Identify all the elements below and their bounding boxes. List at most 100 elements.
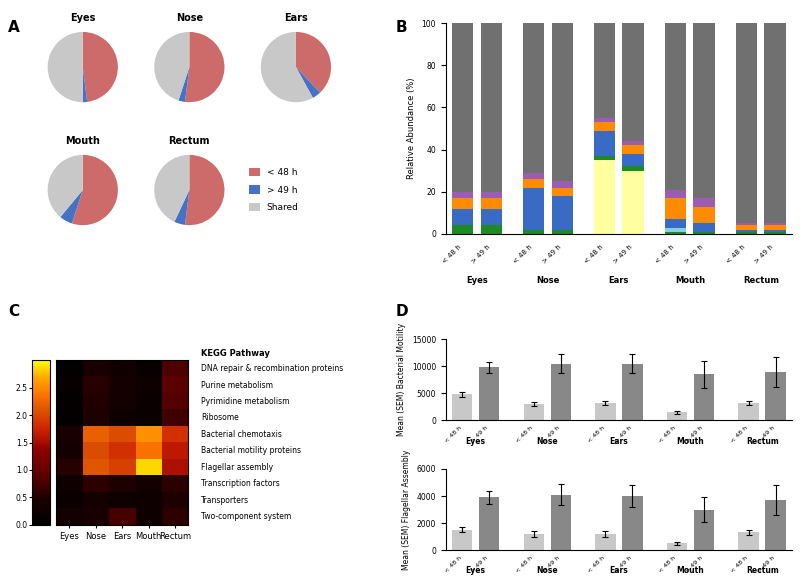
Bar [667,412,687,420]
Bar [736,232,758,234]
Bar [665,23,686,190]
Wedge shape [154,32,190,101]
Bar [452,225,474,234]
Text: Nose: Nose [536,276,560,285]
Text: Ears: Ears [610,566,628,576]
Bar [452,530,473,550]
Text: Pyrimidine metabolism: Pyrimidine metabolism [202,397,290,406]
Bar [665,219,686,228]
Bar [452,192,474,198]
Bar [550,494,571,550]
Wedge shape [174,190,190,225]
Bar [622,23,644,141]
Bar [523,179,545,188]
Text: KEGG Pathway: KEGG Pathway [202,349,270,358]
Bar [766,500,786,550]
Text: Nose: Nose [537,566,558,576]
Bar [622,167,644,171]
Wedge shape [296,32,331,93]
Bar [551,181,573,188]
Bar [694,223,714,232]
Bar [665,198,686,219]
Bar [764,223,786,225]
Wedge shape [261,32,313,102]
Text: Rectum: Rectum [746,437,778,446]
Bar [551,188,573,196]
Title: Ears: Ears [284,13,308,23]
Wedge shape [296,67,320,98]
Bar [551,230,573,234]
Wedge shape [60,190,82,223]
Wedge shape [154,155,190,222]
Text: Transporters: Transporters [202,496,250,505]
Title: Eyes: Eyes [70,13,95,23]
Bar [667,543,687,550]
Text: Bacterial motility proteins: Bacterial motility proteins [202,446,302,455]
Bar [452,394,473,420]
Text: B: B [396,20,408,35]
Wedge shape [72,155,118,225]
Text: Bacterial chemotaxis: Bacterial chemotaxis [202,430,282,439]
Bar [481,208,502,225]
Bar [595,403,616,420]
Bar [551,23,573,181]
Wedge shape [185,32,225,102]
Bar [764,232,786,234]
Y-axis label: Mean (SEM) Flagellar Assembly: Mean (SEM) Flagellar Assembly [402,449,411,570]
Bar [622,496,642,550]
Bar [481,192,502,198]
Text: Mouth: Mouth [677,437,705,446]
Bar [694,198,714,207]
Bar [523,230,545,234]
Text: Rectum: Rectum [742,276,778,285]
Text: Mouth: Mouth [674,276,705,285]
Bar [594,122,615,131]
Bar [550,364,571,420]
Bar [622,145,644,154]
Title: Rectum: Rectum [169,136,210,146]
Bar [452,23,474,192]
Text: Two-component system: Two-component system [202,512,292,521]
Bar [665,232,686,234]
Legend: < 48 h, > 49 h, Shared: < 48 h, > 49 h, Shared [245,164,302,215]
Bar [479,497,499,550]
Bar [594,160,615,234]
Bar [594,131,615,156]
Bar [481,23,502,192]
Bar [764,230,786,232]
Bar [764,23,786,223]
Bar [594,156,615,160]
Wedge shape [185,155,225,225]
Bar [523,188,545,230]
Text: Transcription factors: Transcription factors [202,479,280,488]
Text: Nose: Nose [537,437,558,446]
Bar [551,196,573,230]
Text: Eyes: Eyes [466,276,488,285]
Bar [738,403,759,420]
Text: Ribosome: Ribosome [202,413,239,423]
Bar [452,208,474,225]
Bar [694,510,714,550]
Bar [622,364,642,420]
Text: C: C [8,304,19,319]
Bar [694,375,714,420]
Text: A: A [8,20,20,35]
Bar [594,118,615,122]
Text: Eyes: Eyes [466,437,486,446]
Text: Flagellar assembly: Flagellar assembly [202,463,274,472]
Bar [523,534,544,550]
Title: Nose: Nose [176,13,203,23]
Text: Rectum: Rectum [746,566,778,576]
Y-axis label: Relative Abundance (%): Relative Abundance (%) [407,78,416,179]
Title: Mouth: Mouth [66,136,100,146]
Wedge shape [178,67,190,102]
Text: Ears: Ears [610,437,628,446]
Bar [523,173,545,179]
Text: D: D [396,304,409,319]
Bar [738,533,759,550]
Bar [481,225,502,234]
Text: DNA repair & recombination proteins: DNA repair & recombination proteins [202,364,344,373]
Wedge shape [82,67,87,102]
Bar [523,23,545,173]
Bar [479,368,499,420]
